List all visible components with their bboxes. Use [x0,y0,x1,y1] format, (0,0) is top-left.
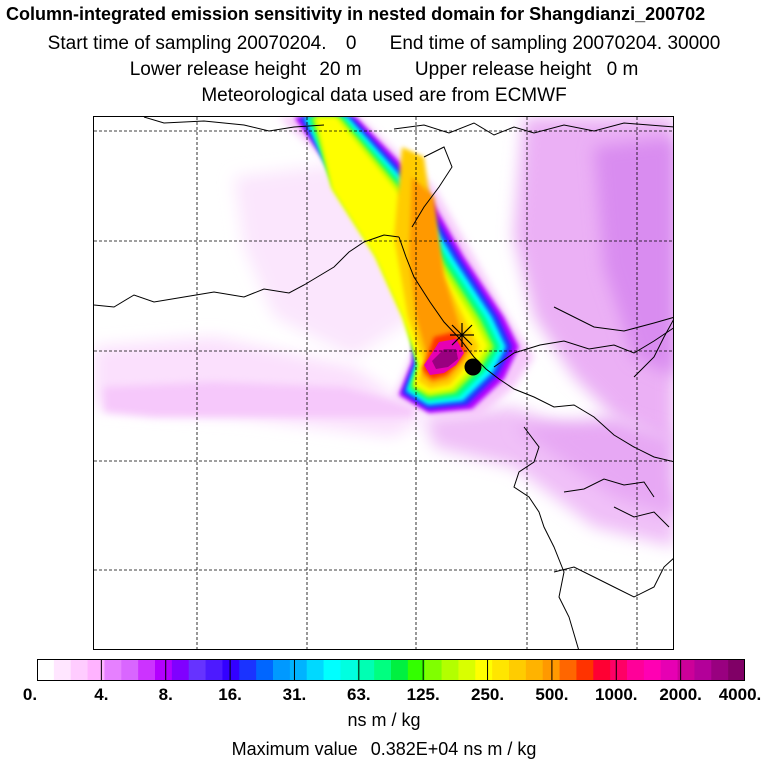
colorbar-swatch [694,659,712,681]
colorbar-swatch [407,659,426,681]
end-time-label: End time of sampling [389,33,568,54]
colorbar-swatch [256,659,274,681]
plot-title: Column-integrated emission sensitivity i… [6,4,706,24]
met-data-line: Meteorological data used are from ECMWF [201,85,567,106]
max-value-label: Maximum value [231,739,358,759]
colorbar-tick-label: 4000. [718,685,762,704]
black-dot-icon [464,358,482,376]
colorbar-tick-label: 125. [406,685,440,704]
colorbar-swatch [121,659,139,681]
upper-release-label: Upper release height [414,59,592,80]
colorbar-swatch [593,659,611,681]
colorbar-tick-label: 31. [282,685,307,704]
colorbar-swatch [155,659,173,681]
colorbar-swatch [171,659,190,681]
colorbar-swatch [711,659,729,681]
colorbar-tick-label: 16. [218,685,242,704]
colorbar-swatch [104,659,122,681]
start-time-value: 20070204. [236,33,327,54]
colorbar-swatch [87,659,105,681]
colorbar-tick-label: 63. [346,685,371,704]
max-value: 0.382E+04 [370,739,459,759]
colorbar-swatch [576,659,594,681]
colorbar-tick-label: 8. [158,685,173,704]
colorbar-swatch [340,659,358,681]
colorbar-tick-label: 500. [535,685,569,704]
colorbar-swatch [525,659,544,681]
colorbar-swatch [677,659,695,681]
lower-release-label: Lower release height [129,59,307,80]
colorbar-tick-label: 4. [94,685,109,704]
colorbar-tick-label: 1000. [594,685,638,704]
colorbar-swatch [53,659,72,681]
colorbar-swatch [627,659,645,681]
colorbar-swatch [323,659,341,681]
colorbar-swatch [222,659,240,681]
sampling-time-line: Start time of sampling 20070204. 0 End t… [0,33,768,55]
colorbar-swatch [289,659,308,681]
start-time-seconds: 0 [345,33,357,54]
upper-release-value: 0 m [606,59,639,80]
release-height-line: Lower release height 20 m Upper release … [0,59,768,81]
max-value-units: ns m / kg [463,739,537,759]
lower-release-value: 20 m [319,59,362,80]
colorbar-swatch [188,659,207,681]
colorbar-swatch [70,659,89,681]
end-time-value: 20070204. 30000 [572,33,721,54]
graticule [94,117,673,649]
colorbar-swatch [424,659,443,681]
colorbar-swatch [441,659,459,681]
coastlines [94,117,673,649]
map-panel [93,116,674,650]
colorbar-border [37,659,745,681]
colorbar-swatch [559,659,577,681]
colorbar-swatch [610,659,628,681]
colorbar [37,659,745,681]
colorbar-swatch [542,659,561,681]
sensitivity-map [94,117,673,649]
colorbar-swatch [273,659,291,681]
colorbar-swatch [728,659,745,681]
colorbar-swatch [239,659,257,681]
colorbar-swatch [357,659,375,681]
x-marker-icon [450,323,474,347]
start-time-label: Start time of sampling [47,33,232,54]
colorbar-tick-label: 0. [22,685,38,704]
colorbar-swatch [391,659,409,681]
colorbar-swatch [458,659,476,681]
colorbar-swatch [643,659,662,681]
colorbar-swatch [492,659,510,681]
maximum-value-line: Maximum value 0.382E+04 ns m / kg [0,739,768,760]
colorbar-swatch [509,659,527,681]
colorbar-tick-label: 250. [470,685,505,704]
colorbar-swatch [660,659,679,681]
colorbar-swatch [374,659,392,681]
colorbar-swatch [306,659,325,681]
colorbar-swatch [138,659,156,681]
colorbar-swatch [37,659,55,681]
colorbar-tick-label: 2000. [659,685,702,704]
colorbar-units: ns m / kg [347,710,421,730]
colorbar-swatch [475,659,493,681]
colorbar-swatch [205,659,223,681]
